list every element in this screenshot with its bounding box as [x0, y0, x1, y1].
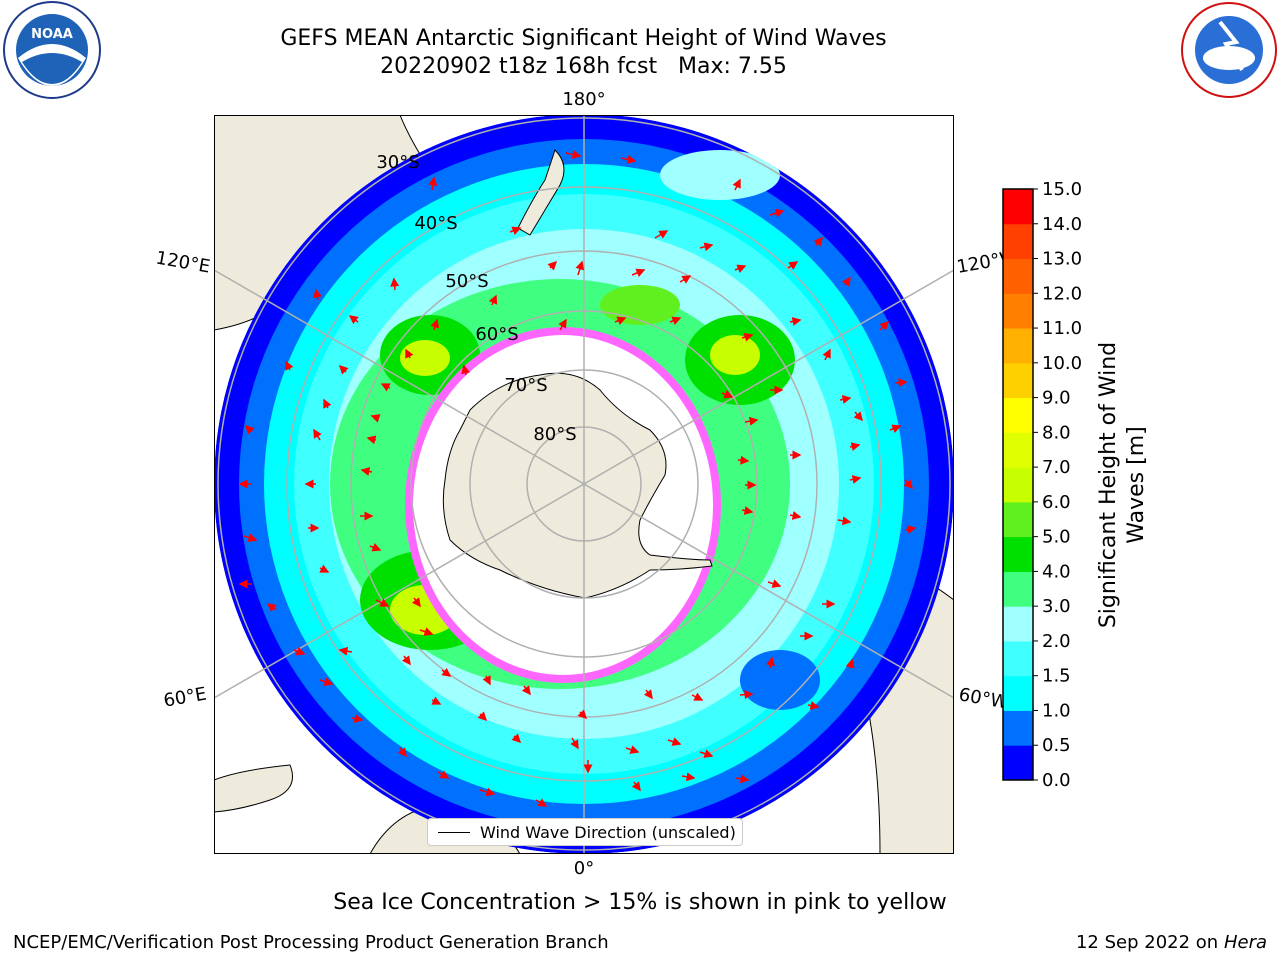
- lon-label-60w: 60°W: [957, 684, 1010, 713]
- svg-text:NOAA: NOAA: [31, 27, 73, 42]
- colorbar-tick-label: 8.0: [1042, 422, 1071, 443]
- colorbar-tick-label: 12.0: [1042, 283, 1082, 304]
- colorbar-swatch: [1003, 223, 1033, 260]
- lon-label-60e: 60°E: [162, 683, 208, 711]
- colorbar-swatch: [1003, 328, 1033, 364]
- lat-label-60s: 60°S: [475, 324, 518, 345]
- lat-label-70s: 70°S: [504, 375, 547, 396]
- chart-title: GEFS MEAN Antarctic Significant Height o…: [280, 26, 887, 51]
- lon-label-120e: 120°E: [154, 247, 212, 277]
- colorbar-swatch: [1003, 432, 1033, 468]
- colorbar-tick-label: 14.0: [1042, 214, 1082, 235]
- lon-label-0: 0°: [574, 858, 594, 879]
- colorbar-swatch: [1003, 606, 1033, 642]
- lon-label-180: 180°: [562, 89, 605, 110]
- colorbar-tick-label: 9.0: [1042, 388, 1071, 409]
- colorbar-tick-label: 11.0: [1042, 318, 1082, 339]
- colorbar-swatch: [1003, 293, 1033, 329]
- legend-label: Wind Wave Direction (unscaled): [480, 822, 736, 842]
- colorbar-tick-label: 15.0: [1042, 179, 1082, 200]
- wave-direction-arrows: [238, 150, 917, 807]
- noaa-logo: NOAA: [3, 1, 101, 99]
- lat-label-80s: 80°S: [533, 424, 576, 445]
- colorbar-tick-label: 10.0: [1042, 353, 1082, 374]
- lat-label-40s: 40°S: [414, 213, 457, 234]
- colorbar-tick-label: 6.0: [1042, 492, 1071, 513]
- colorbar-swatch: [1003, 362, 1033, 399]
- colorbar-tick-label: 5.0: [1042, 527, 1071, 548]
- colorbar-border: [1002, 188, 1034, 781]
- colorbar-label: Significant Height of Wind Waves [m]: [1096, 341, 1149, 629]
- footer-date-text: 12 Sep 2022 on: [1075, 932, 1219, 953]
- colorbar-tick-label: 0.5: [1042, 735, 1071, 756]
- colorbar-tick-label: 13.0: [1042, 249, 1082, 270]
- colorbar: 0.0 0.5 1.0 1.5 2.0 3.0 4.0 5.0 6.0 7.0 8.0 9.0 10.0…: [1003, 179, 1082, 791]
- colorbar-swatch: [1003, 258, 1033, 294]
- colorbar-swatch: [1003, 397, 1033, 433]
- colorbar-tick-label: 7.0: [1042, 457, 1071, 478]
- colorbar-tick-label: 4.0: [1042, 561, 1071, 582]
- chart-subtitle-forecast: 20220902 t18z 168h fcst Max: 7.55: [380, 54, 787, 79]
- map-frame-content: [214, 115, 954, 854]
- map-legend: Wind Wave Direction (unscaled): [427, 818, 743, 846]
- colorbar-tick-label: 1.5: [1042, 666, 1071, 687]
- footer-host: Hera: [1223, 932, 1267, 953]
- colorbar-tick-label: 0.0: [1042, 770, 1071, 791]
- colorbar-swatch: [1003, 640, 1033, 677]
- footer-date: 12 Sep 2022 on Hera: [1076, 932, 1267, 953]
- colorbar-swatch: [1003, 675, 1033, 711]
- graticule: [214, 115, 954, 854]
- colorbar-swatch: [1003, 745, 1033, 781]
- nws-logo: [1181, 2, 1277, 98]
- lat-label-30s: 30°S: [376, 152, 419, 173]
- colorbar-swatch: [1003, 571, 1033, 607]
- antarctica-landmass: [442, 372, 713, 599]
- legend-line-swatch: [438, 831, 470, 833]
- colorbar-swatch: [1003, 536, 1033, 572]
- lat-label-50s: 50°S: [445, 271, 488, 292]
- colorbar-swatch: [1003, 467, 1033, 503]
- colorbar-tick-label: 1.0: [1042, 700, 1071, 721]
- colorbar-tick-label: 3.0: [1042, 596, 1071, 617]
- colorbar-tick-label: 2.0: [1042, 631, 1071, 652]
- colorbar-swatch: [1003, 189, 1033, 225]
- colorbar-swatch: [1003, 501, 1033, 538]
- colorbar-swatch: [1003, 710, 1033, 746]
- sea-ice-note: Sea Ice Concentration > 15% is shown in …: [333, 890, 947, 915]
- footer-branch: NCEP/EMC/Verification Post Processing Pr…: [13, 932, 609, 953]
